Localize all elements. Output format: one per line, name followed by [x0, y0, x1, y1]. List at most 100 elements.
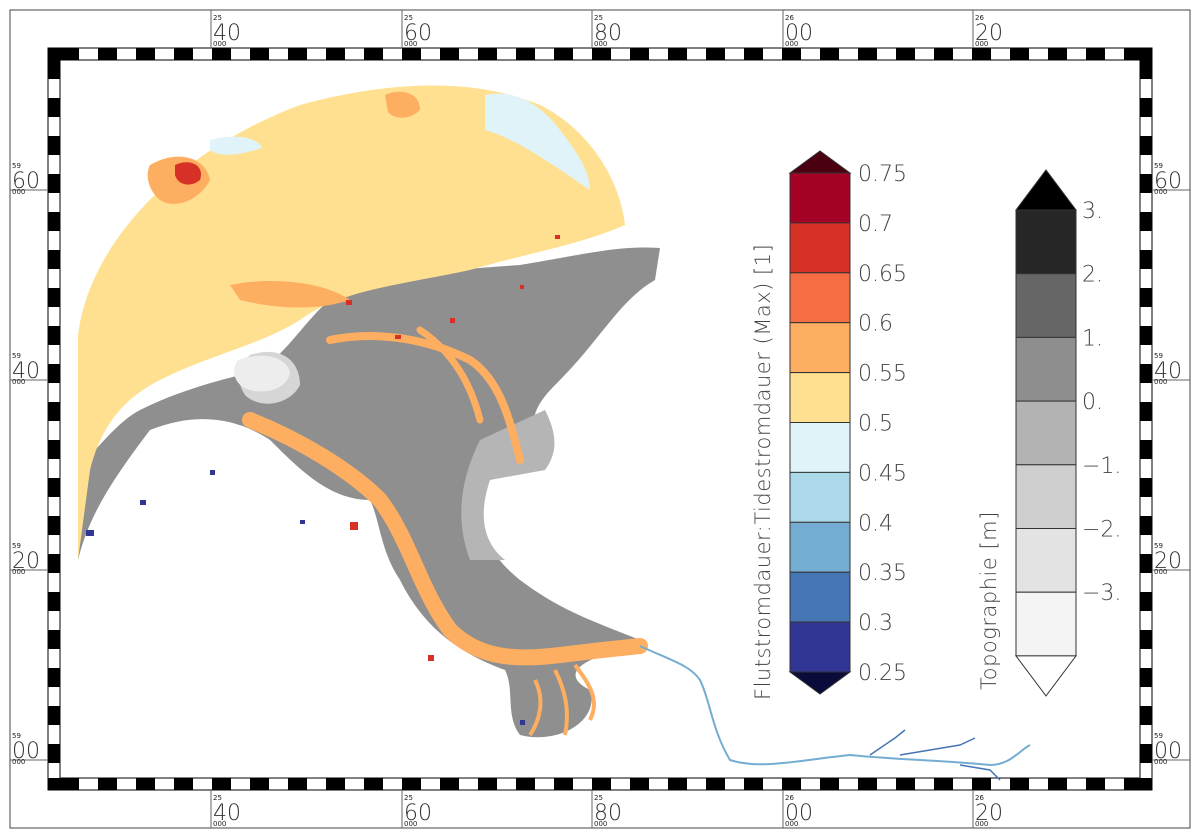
svg-text:000: 000 — [1154, 758, 1167, 766]
topography-colorbar-segment — [1015, 273, 1077, 338]
svg-text:000: 000 — [12, 378, 25, 386]
ratio-colorbar-label: 0.45 — [858, 461, 907, 486]
svg-text:59: 59 — [1154, 542, 1163, 550]
ratio-field-cool-2 — [210, 136, 262, 155]
svg-text:59: 59 — [12, 352, 21, 360]
ratio-colorbar-label: 0.6 — [858, 312, 893, 337]
svg-text:59: 59 — [12, 542, 21, 550]
svg-text:000: 000 — [975, 820, 988, 828]
ratio-colorbar-title: Flutstromdauer:Tidestromdauer (Max) [1] — [751, 244, 775, 700]
topography-colorbar-segment — [1015, 336, 1077, 402]
ratio-colorbar-label: 0.4 — [858, 511, 893, 536]
svg-text:25: 25 — [213, 14, 222, 22]
topography-colorbar-segment — [1015, 400, 1077, 466]
topography-colorbar-segment — [1015, 464, 1077, 529]
ratio-field-cool — [485, 93, 590, 190]
topography-colorbar-label: −1. — [1082, 454, 1121, 479]
svg-text:25: 25 — [594, 794, 603, 802]
svg-text:000: 000 — [1154, 378, 1167, 386]
ratio-colorbar: 0.75 0.7 0.65 0.6 0.55 0.5 0.45 0.4 0.35 0.3 0.25 — [788, 150, 907, 695]
svg-text:40: 40 — [12, 359, 40, 384]
svg-text:40: 40 — [213, 21, 241, 46]
topography-colorbar-label: 1. — [1082, 326, 1103, 351]
river-tributary — [869, 729, 1001, 781]
ratio-colorbar-label: 0.75 — [858, 162, 907, 187]
svg-text:000: 000 — [975, 40, 988, 48]
ratio-colorbar-segment — [789, 571, 851, 623]
topography-colorbar-segment — [1015, 591, 1077, 657]
svg-text:000: 000 — [785, 40, 798, 48]
svg-text:000: 000 — [594, 820, 607, 828]
ratio-hotspot-2 — [175, 162, 201, 185]
svg-text:26: 26 — [785, 14, 794, 22]
svg-text:00: 00 — [12, 739, 40, 764]
ratio-colorbar-segment — [789, 322, 851, 374]
topography-colorbar-title: Topographie [m] — [977, 511, 1001, 690]
ratio-colorbar-segment — [789, 621, 851, 673]
ratio-colorbar-label: 0.55 — [858, 362, 907, 387]
svg-text:00: 00 — [785, 21, 813, 46]
svg-text:59: 59 — [1154, 162, 1163, 170]
svg-text:00: 00 — [785, 801, 813, 826]
ratio-colorbar-segment — [789, 172, 851, 224]
ratio-hotspot-3 — [385, 91, 420, 118]
outer-frame — [9, 9, 1191, 829]
topography-colorbar-under-triangle — [1015, 655, 1077, 697]
topography-colorbar-label: −2. — [1082, 518, 1121, 543]
ratio-band-1 — [230, 280, 350, 308]
ratio-colorbar-label: 0.65 — [858, 262, 907, 287]
ratio-colorbar-segment — [789, 422, 851, 473]
estuary-fan — [528, 663, 596, 737]
river-upstream — [639, 645, 1031, 767]
topography-highland — [461, 410, 555, 560]
ratio-colorbar-segment — [789, 521, 851, 573]
svg-text:00: 00 — [1154, 739, 1182, 764]
svg-text:25: 25 — [404, 14, 413, 22]
ratio-colorbar-label: 0.25 — [858, 661, 907, 686]
svg-text:60: 60 — [404, 21, 432, 46]
svg-text:25: 25 — [213, 794, 222, 802]
ratio-colorbar-label: 0.35 — [858, 561, 907, 586]
svg-text:59: 59 — [12, 162, 21, 170]
ratio-colorbar-segment — [789, 222, 851, 274]
svg-text:000: 000 — [785, 820, 798, 828]
river-channel — [242, 412, 648, 666]
svg-text:26: 26 — [975, 794, 984, 802]
svg-text:20: 20 — [1154, 549, 1182, 574]
river-channel-branch — [326, 332, 524, 464]
svg-text:59: 59 — [1154, 352, 1163, 360]
topography-colorbar-segment — [1015, 209, 1077, 275]
svg-text:000: 000 — [1154, 568, 1167, 576]
svg-text:40: 40 — [1154, 359, 1182, 384]
svg-text:000: 000 — [213, 40, 226, 48]
svg-text:20: 20 — [975, 21, 1003, 46]
svg-text:60: 60 — [1154, 169, 1182, 194]
ratio-colorbar-segment — [789, 372, 851, 424]
ratio-speckles-blue — [86, 470, 525, 725]
svg-text:60: 60 — [12, 169, 40, 194]
topography-colorbar-segment — [1015, 528, 1077, 593]
svg-text:59: 59 — [12, 732, 21, 740]
svg-text:60: 60 — [404, 801, 432, 826]
topography-colorbar-label: 2. — [1082, 263, 1103, 288]
topography-colorbar: 3. 2. 1. 0. −1. −2. −3. — [1015, 169, 1121, 697]
svg-text:40: 40 — [213, 801, 241, 826]
svg-text:000: 000 — [213, 820, 226, 828]
